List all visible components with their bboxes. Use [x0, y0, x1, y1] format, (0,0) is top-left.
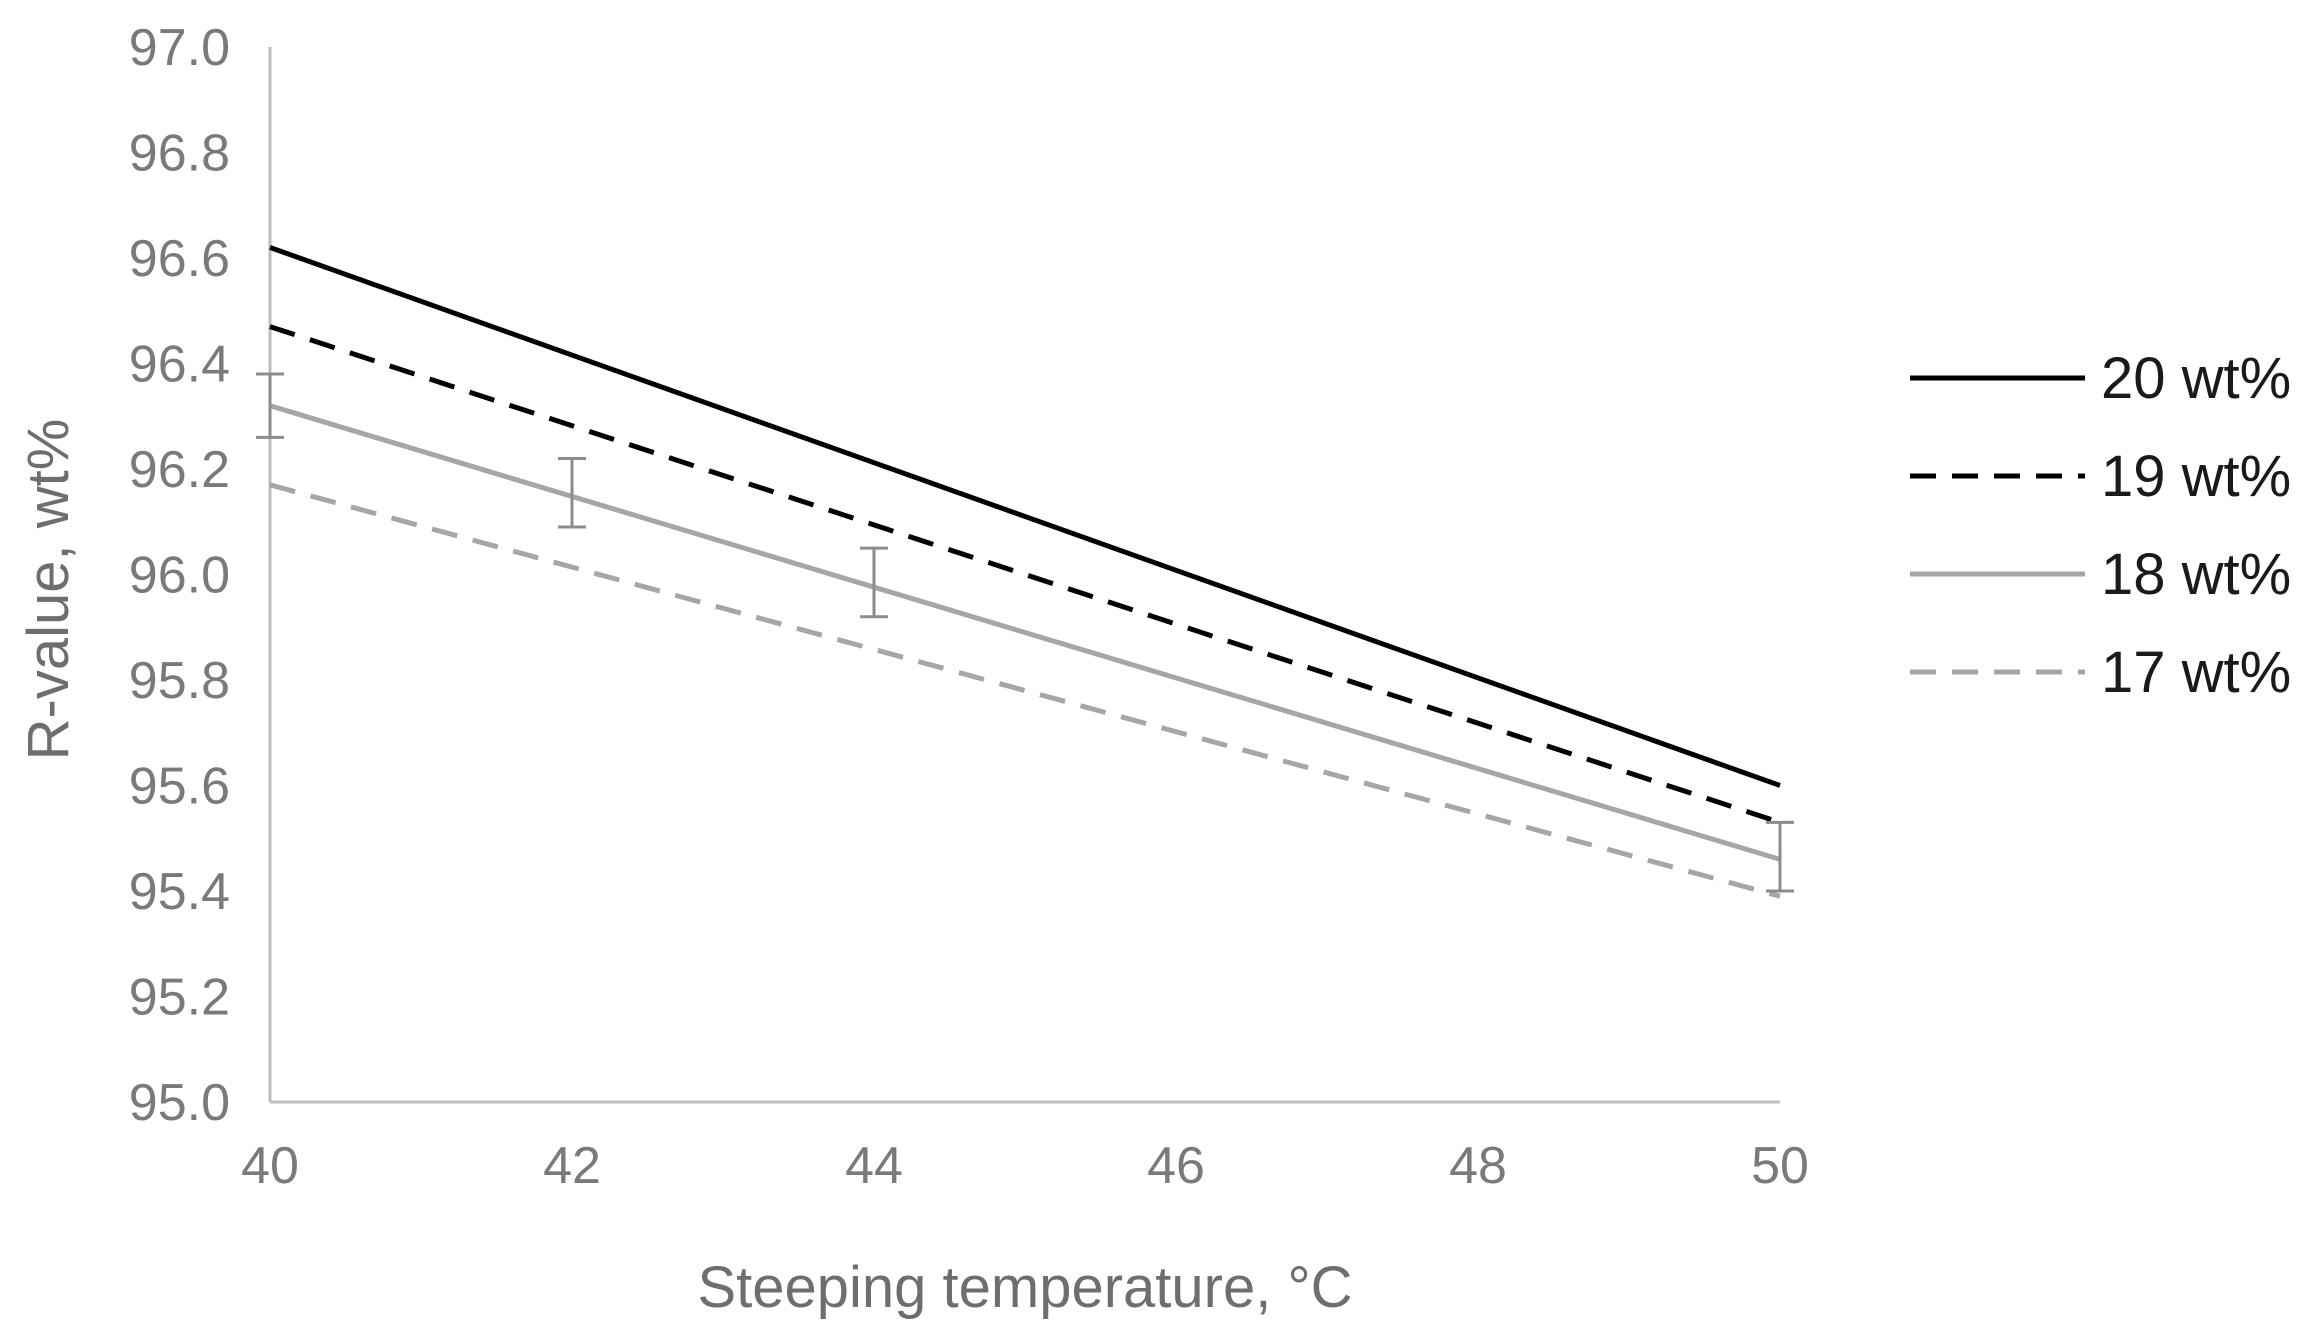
- legend-label: 19 wt%: [2101, 444, 2291, 509]
- axes: [268, 47, 1780, 1104]
- legend-label: 18 wt%: [2101, 542, 2291, 607]
- y-tick-label: 97.0: [129, 19, 230, 77]
- error-bars: [256, 372, 1794, 893]
- series-line-1: [269, 245, 1781, 788]
- y-tick-label: 95.2: [129, 969, 230, 1027]
- y-tick-label: 95.8: [129, 652, 230, 710]
- y-tick-label: 96.0: [129, 547, 230, 605]
- legend-label: 20 wt%: [2101, 346, 2291, 411]
- y-tick-label: 95.4: [129, 863, 230, 921]
- error-bar: [860, 546, 888, 619]
- x-tick-label: 40: [241, 1137, 299, 1195]
- y-tick-label: 96.2: [129, 441, 230, 499]
- x-tick-label: 48: [1449, 1137, 1507, 1195]
- error-bar: [1766, 820, 1794, 893]
- legend-item: 17 wt%: [1910, 640, 2291, 705]
- y-axis-title: R-value, wt%: [16, 419, 81, 761]
- x-tick-labels: 40 42 44 46 48 50: [241, 1137, 1809, 1195]
- series-line-2: [269, 324, 1781, 825]
- y-tick-label: 96.6: [129, 230, 230, 288]
- legend-label: 17 wt%: [2101, 640, 2291, 705]
- y-tick-label: 96.8: [129, 125, 230, 183]
- x-tick-label: 44: [845, 1137, 903, 1195]
- x-tick-label: 46: [1147, 1137, 1205, 1195]
- x-axis-title: Steeping temperature, °C: [697, 1255, 1352, 1320]
- x-tick-label: 50: [1751, 1137, 1809, 1195]
- x-tick-label: 42: [543, 1137, 601, 1195]
- y-tick-label: 96.4: [129, 336, 230, 394]
- y-tick-label: 95.6: [129, 758, 230, 816]
- y-tick-labels: 95.0 95.2 95.4 95.6 95.8 96.0 96.2 96.4 96.6 96.8…: [129, 19, 230, 1132]
- legend-item: 20 wt%: [1910, 346, 2291, 411]
- legend-item: 19 wt%: [1910, 444, 2291, 509]
- legend-item: 18 wt%: [1910, 542, 2291, 607]
- y-tick-label: 95.0: [129, 1074, 230, 1132]
- series-line-3: [269, 403, 1781, 862]
- error-bar: [558, 456, 586, 529]
- error-bar: [256, 372, 284, 439]
- series-lines: [269, 245, 1781, 899]
- series-line-4: [269, 482, 1781, 899]
- legend: 20 wt% 19 wt% 18 wt% 17 wt%: [1910, 346, 2291, 705]
